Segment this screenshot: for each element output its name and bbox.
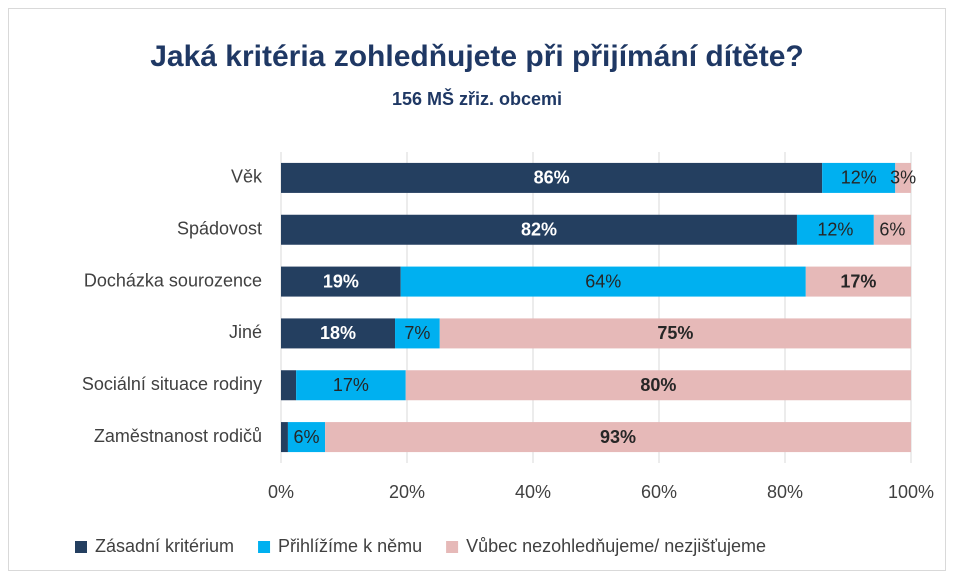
x-tick-label: 60% <box>641 482 677 502</box>
data-label: 12% <box>817 220 853 240</box>
y-tick-label: Jiné <box>229 322 262 342</box>
data-label: 86% <box>534 168 570 188</box>
x-tick-label: 40% <box>515 482 551 502</box>
data-label: 18% <box>320 323 356 343</box>
legend-swatch <box>258 541 271 553</box>
bar-segment <box>395 318 440 349</box>
chart-title: Jaká kritéria zohledňujete při přijímání… <box>150 40 804 73</box>
data-label: 75% <box>657 323 693 343</box>
data-label: 80% <box>640 375 676 395</box>
y-tick-label: Docházka sourozence <box>84 270 262 290</box>
data-label: 82% <box>521 220 557 240</box>
x-tick-label: 0% <box>268 482 294 502</box>
bar-segment <box>822 162 896 193</box>
data-label: 17% <box>840 271 876 291</box>
bar-segment <box>400 266 806 297</box>
data-label: 3% <box>890 168 916 188</box>
data-label: 6% <box>294 427 320 447</box>
chart-subtitle: 156 MŠ zřiz. obcemi <box>392 88 562 109</box>
data-label: 64% <box>585 271 621 291</box>
y-tick-label: Sociální situace rodiny <box>82 374 262 394</box>
legend-label: Vůbec nezohledňujeme/ nezjišťujeme <box>466 536 766 556</box>
x-tick-label: 100% <box>888 482 934 502</box>
bar-segment <box>895 162 911 193</box>
bar-segment <box>281 318 396 349</box>
legend-label: Přihlížíme k němu <box>278 536 422 556</box>
legend-label: Zásadní kritérium <box>95 536 234 556</box>
bar-segment <box>325 422 912 453</box>
data-label: 19% <box>323 271 359 291</box>
data-label: 7% <box>404 323 430 343</box>
bar-segment <box>281 266 401 297</box>
bar-segment <box>805 266 911 297</box>
bar-segment <box>287 422 326 453</box>
y-tick-label: Spádovost <box>177 219 262 239</box>
y-tick-label: Věk <box>231 167 263 187</box>
bar-segment <box>281 370 297 401</box>
y-tick-label: Zaměstnanost rodičů <box>94 426 262 446</box>
bar-segment <box>796 214 874 245</box>
legend-swatch <box>75 541 87 553</box>
data-label: 93% <box>600 427 636 447</box>
legend-swatch <box>446 541 459 553</box>
bar-segment <box>281 214 797 245</box>
bar-segment <box>296 370 406 401</box>
data-label: 6% <box>879 220 905 240</box>
data-label: 12% <box>841 168 877 188</box>
bar-segment <box>281 162 823 193</box>
x-tick-label: 80% <box>767 482 803 502</box>
x-tick-label: 20% <box>389 482 425 502</box>
bar-segment <box>873 214 911 245</box>
data-label: 17% <box>333 375 369 395</box>
bar-segment <box>281 422 288 453</box>
bar-segment <box>439 318 911 349</box>
bar-segment <box>405 370 911 401</box>
